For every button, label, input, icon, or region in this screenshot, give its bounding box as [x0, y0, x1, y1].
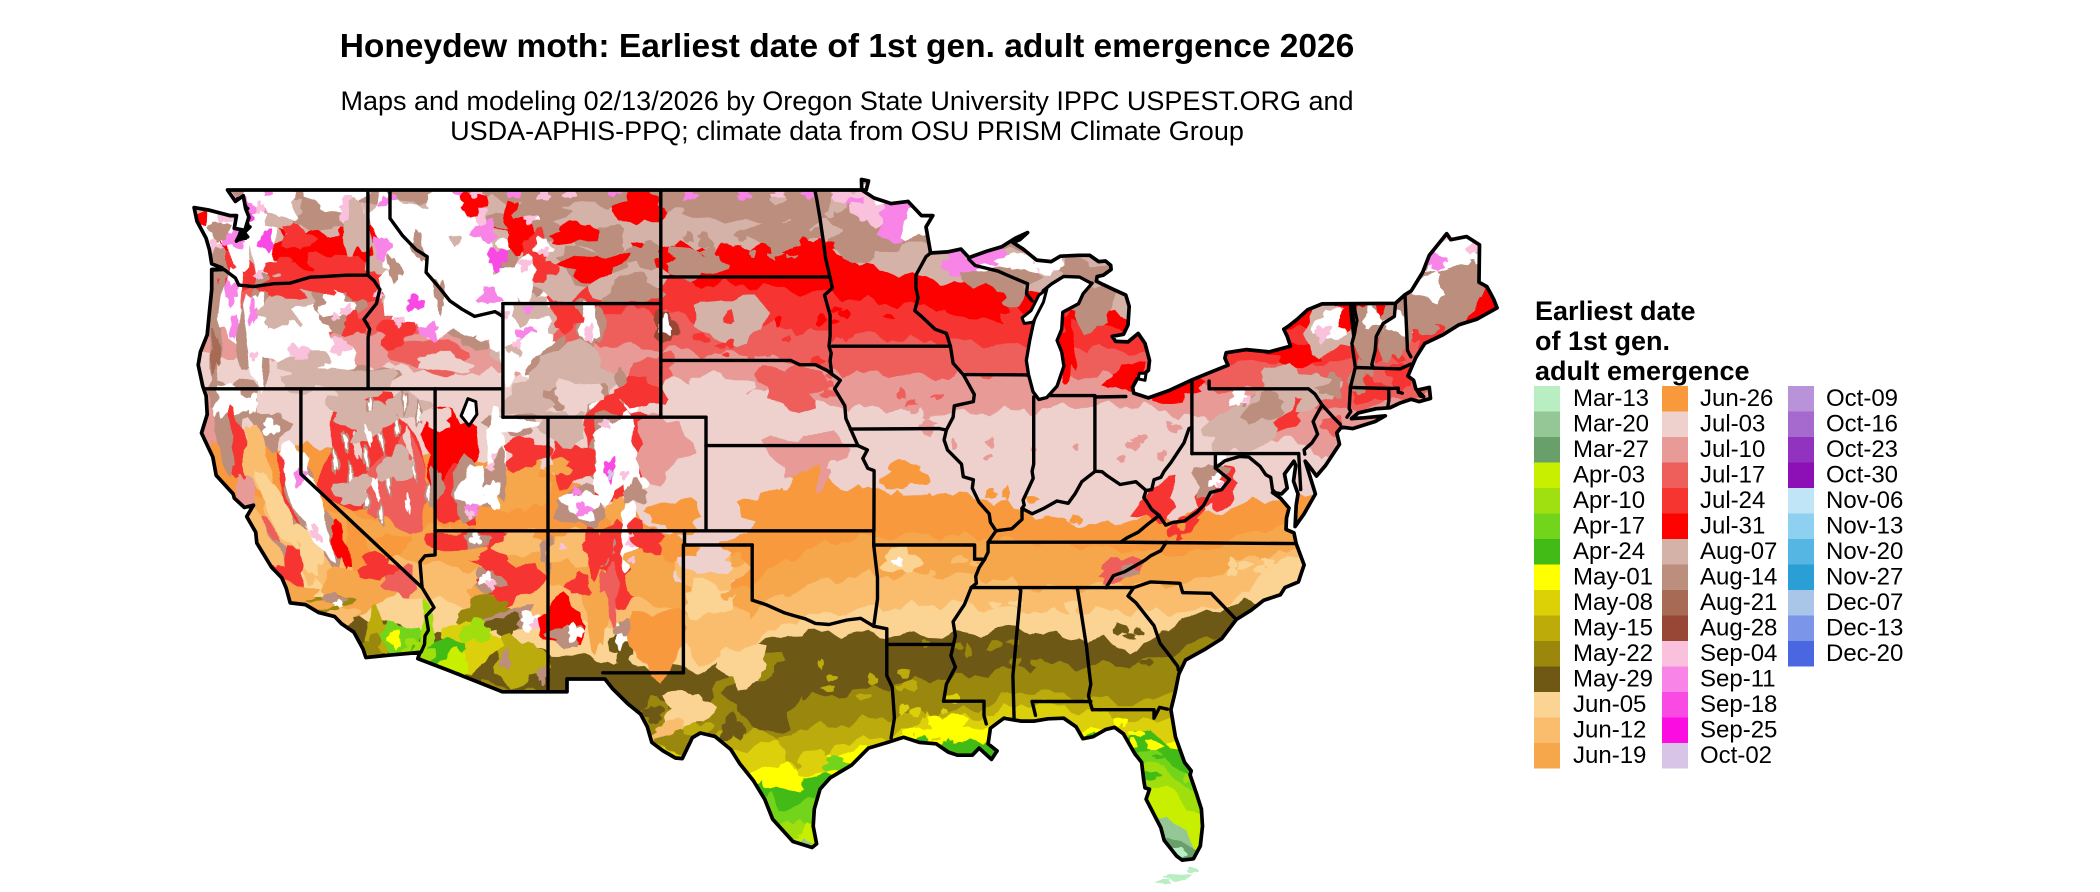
svg-text:Mar-20: Mar-20 — [1573, 411, 1649, 438]
svg-text:Oct-30: Oct-30 — [1826, 462, 1898, 489]
svg-text:USDA-APHIS-PPQ; climate data f: USDA-APHIS-PPQ; climate data from OSU PR… — [450, 116, 1244, 146]
svg-text:Sep-18: Sep-18 — [1700, 691, 1777, 718]
svg-text:Dec-07: Dec-07 — [1826, 589, 1903, 616]
svg-text:Jul-03: Jul-03 — [1700, 411, 1765, 438]
svg-text:Oct-23: Oct-23 — [1826, 436, 1898, 463]
svg-text:Nov-27: Nov-27 — [1826, 564, 1903, 591]
svg-text:Jun-05: Jun-05 — [1573, 691, 1646, 718]
svg-text:Sep-04: Sep-04 — [1700, 640, 1777, 667]
svg-text:Aug-21: Aug-21 — [1700, 589, 1777, 616]
svg-text:Apr-24: Apr-24 — [1573, 538, 1645, 565]
svg-text:Apr-03: Apr-03 — [1573, 462, 1645, 489]
svg-text:May-29: May-29 — [1573, 666, 1653, 693]
svg-text:May-08: May-08 — [1573, 589, 1653, 616]
svg-text:Oct-02: Oct-02 — [1700, 742, 1772, 769]
svg-text:Aug-28: Aug-28 — [1700, 615, 1777, 642]
svg-text:Aug-07: Aug-07 — [1700, 538, 1777, 565]
svg-text:Aug-14: Aug-14 — [1700, 564, 1777, 591]
svg-text:Earliest date: Earliest date — [1535, 296, 1696, 326]
svg-text:Oct-16: Oct-16 — [1826, 411, 1898, 438]
svg-text:of 1st gen.: of 1st gen. — [1535, 326, 1670, 356]
svg-text:Nov-06: Nov-06 — [1826, 487, 1903, 514]
svg-text:Jul-17: Jul-17 — [1700, 462, 1765, 489]
svg-text:Honeydew moth: Earliest date o: Honeydew moth: Earliest date of 1st gen.… — [340, 28, 1355, 65]
svg-text:Nov-20: Nov-20 — [1826, 538, 1903, 565]
svg-text:Apr-17: Apr-17 — [1573, 513, 1645, 540]
svg-text:Apr-10: Apr-10 — [1573, 487, 1645, 514]
svg-text:Dec-13: Dec-13 — [1826, 615, 1903, 642]
svg-text:Nov-13: Nov-13 — [1826, 513, 1903, 540]
svg-text:Jun-19: Jun-19 — [1573, 742, 1646, 769]
svg-text:Maps and modeling 02/13/2026 b: Maps and modeling 02/13/2026 by Oregon S… — [340, 86, 1353, 116]
svg-text:Mar-27: Mar-27 — [1573, 436, 1649, 463]
svg-text:Sep-25: Sep-25 — [1700, 717, 1777, 744]
svg-text:May-15: May-15 — [1573, 615, 1653, 642]
svg-text:Jul-24: Jul-24 — [1700, 487, 1765, 514]
svg-text:Sep-11: Sep-11 — [1700, 666, 1776, 693]
svg-text:Mar-13: Mar-13 — [1573, 385, 1649, 412]
svg-text:May-01: May-01 — [1573, 564, 1653, 591]
svg-text:adult emergence: adult emergence — [1535, 356, 1750, 386]
svg-text:Jun-26: Jun-26 — [1700, 385, 1773, 412]
svg-text:Jul-10: Jul-10 — [1700, 436, 1765, 463]
svg-text:Dec-20: Dec-20 — [1826, 640, 1903, 667]
svg-text:Jul-31: Jul-31 — [1700, 513, 1765, 540]
svg-text:Jun-12: Jun-12 — [1573, 717, 1646, 744]
svg-text:May-22: May-22 — [1573, 640, 1653, 667]
svg-text:Oct-09: Oct-09 — [1826, 385, 1898, 412]
